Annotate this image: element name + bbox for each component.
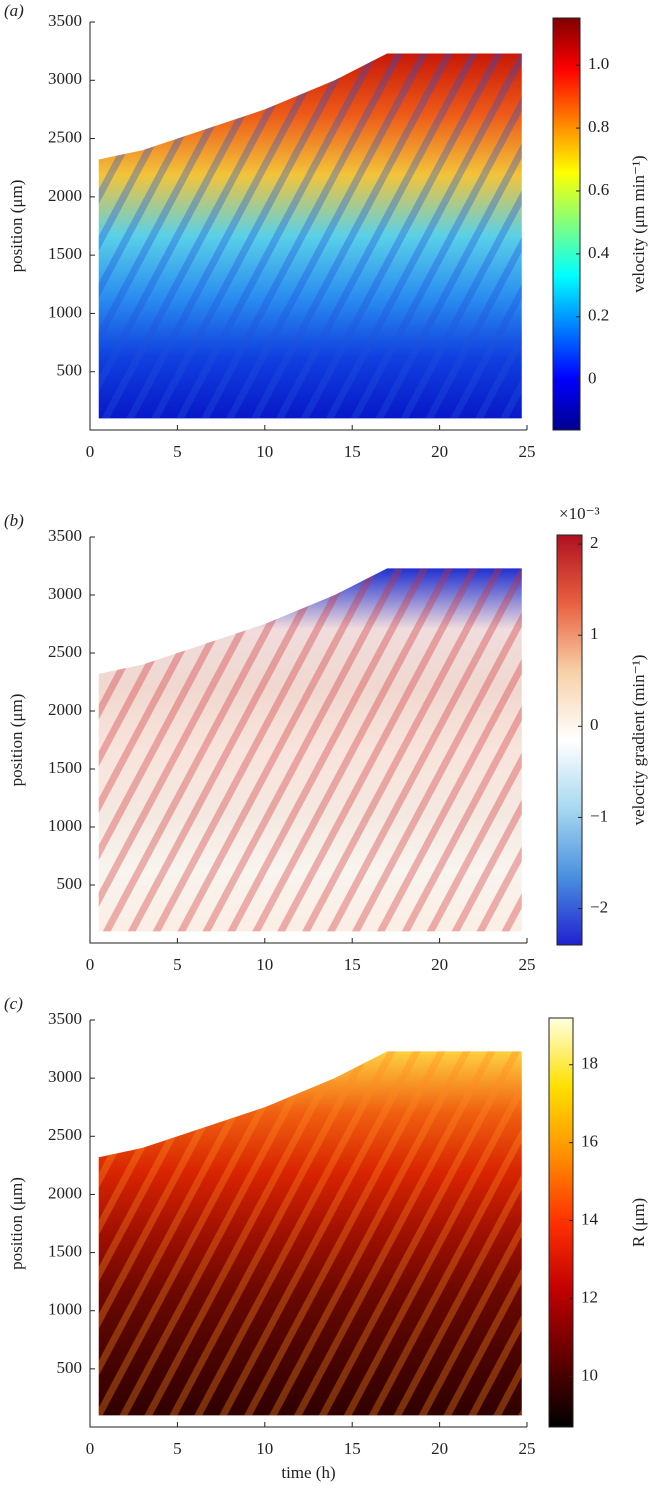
colorbar-tick-label: −2 [590, 897, 608, 916]
x-axis-label: time (h) [281, 1463, 335, 1482]
x-tick-label: 0 [86, 1439, 95, 1458]
x-tick-label: 10 [256, 955, 273, 974]
y-tick-label: 1000 [48, 302, 82, 321]
heatmap-texture [98, 53, 522, 419]
x-tick-label: 25 [519, 1439, 536, 1458]
y-tick-label: 500 [57, 1358, 83, 1377]
x-tick-label: 25 [519, 955, 536, 974]
y-tick-label: 2000 [48, 1183, 82, 1202]
colorbar-exponent: ×10⁻³ [559, 504, 600, 523]
y-axis-label: position (μm) [7, 180, 26, 273]
y-tick-label: 1000 [48, 816, 82, 835]
colorbar-tick-label: 18 [581, 1054, 598, 1073]
y-tick-label: 2500 [48, 1125, 82, 1144]
y-tick-label: 500 [57, 361, 83, 380]
colorbar [556, 534, 583, 946]
colorbar-tick-label: 2 [590, 533, 599, 552]
heatmap-texture [98, 568, 522, 932]
x-tick-label: 0 [86, 442, 95, 461]
colorbar-tick-label: 10 [581, 1365, 598, 1384]
x-tick-label: 15 [344, 442, 361, 461]
panel-label: (b) [4, 511, 24, 530]
colorbar-tick-label: 12 [581, 1287, 598, 1306]
y-tick-label: 3000 [48, 1067, 82, 1086]
colorbar-tick-label: 16 [581, 1132, 598, 1151]
colorbar [548, 1017, 574, 1428]
y-tick-label: 500 [57, 874, 83, 893]
y-tick-label: 1500 [48, 244, 82, 263]
y-tick-label: 1500 [48, 1241, 82, 1260]
colorbar-tick-label: 0.6 [588, 180, 609, 199]
x-tick-label: 20 [431, 955, 448, 974]
y-tick-label: 2000 [48, 700, 82, 719]
x-tick-label: 25 [519, 442, 536, 461]
x-tick-label: 15 [344, 1439, 361, 1458]
heatmap-texture [98, 1051, 522, 1416]
y-tick-label: 3500 [48, 1009, 82, 1028]
colorbar-label: R (μm) [629, 1198, 648, 1247]
y-tick-label: 1000 [48, 1300, 82, 1319]
colorbar-tick-label: 0.8 [588, 117, 609, 136]
colorbar-tick-label: 0.2 [588, 306, 609, 325]
x-tick-label: 5 [173, 955, 182, 974]
colorbar-tick-label: 1 [590, 624, 599, 643]
x-tick-label: 20 [431, 1439, 448, 1458]
colorbar [552, 17, 581, 431]
colorbar-tick-label: 1.0 [588, 54, 609, 73]
x-tick-label: 5 [173, 442, 182, 461]
x-tick-label: 0 [86, 955, 95, 974]
x-tick-label: 10 [256, 442, 273, 461]
y-tick-label: 2000 [48, 186, 82, 205]
y-tick-label: 3000 [48, 584, 82, 603]
y-tick-label: 2500 [48, 642, 82, 661]
colorbar-tick-label: 0.4 [588, 243, 610, 262]
colorbar-label: velocity (μm min⁻¹) [629, 155, 648, 292]
y-axis-label: position (μm) [7, 694, 26, 787]
x-tick-label: 5 [173, 1439, 182, 1458]
y-tick-label: 2500 [48, 127, 82, 146]
y-tick-label: 1500 [48, 758, 82, 777]
colorbar-tick-label: 0 [588, 369, 597, 388]
y-tick-label: 3000 [48, 69, 82, 88]
y-tick-label: 3500 [48, 526, 82, 545]
colorbar-label: velocity gradient (min⁻¹) [629, 655, 648, 826]
x-tick-label: 10 [256, 1439, 273, 1458]
x-tick-label: 20 [431, 442, 448, 461]
colorbar-tick-label: 14 [581, 1209, 599, 1228]
y-axis-label: position (μm) [7, 1177, 26, 1270]
panel-label: (c) [4, 994, 23, 1013]
colorbar-tick-label: 0 [590, 715, 599, 734]
y-tick-label: 3500 [48, 11, 82, 30]
panel-label: (a) [4, 1, 24, 20]
colorbar-tick-label: −1 [590, 806, 608, 825]
x-tick-label: 15 [344, 955, 361, 974]
